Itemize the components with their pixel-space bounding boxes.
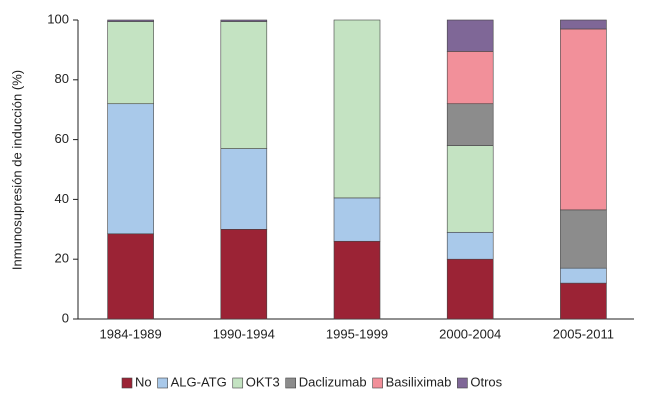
bar-segment (446, 51, 494, 105)
legend-swatch (285, 377, 297, 389)
legend-swatch (121, 377, 133, 389)
bar-segment (446, 145, 494, 233)
bar-segment (333, 240, 381, 320)
y-tick-label: 0 (62, 310, 69, 325)
y-tick-label: 40 (55, 191, 69, 206)
legend-label: Daclizumab (299, 374, 367, 389)
bar-segment (560, 209, 607, 269)
bar-segment (560, 19, 607, 30)
x-tick-label: 2005-2011 (553, 326, 614, 341)
bar-segment (107, 233, 154, 320)
bar-segment (560, 28, 607, 211)
bar-segment (220, 21, 268, 149)
bar-segment (446, 19, 494, 52)
bar-segment (107, 19, 154, 22)
y-tick-label: 20 (55, 251, 69, 266)
bar-segment (446, 103, 494, 146)
bar-segment (560, 282, 607, 320)
x-tick-label: 1995-1999 (326, 326, 388, 341)
legend-label: Basiliximab (386, 374, 452, 389)
legend-swatch (157, 377, 168, 389)
x-tick-label: 1990-1994 (213, 326, 275, 341)
y-tick-label: 100 (47, 11, 69, 26)
legend-label: OKT3 (246, 374, 280, 389)
x-tick-label: 2000-2004 (439, 326, 501, 341)
y-tick-label: 80 (55, 71, 69, 86)
bar-segment (446, 258, 494, 320)
bar-segment (446, 231, 494, 260)
bar-segment (220, 19, 268, 22)
bar-segment (107, 103, 154, 235)
bar-segment (560, 267, 607, 284)
legend-swatch (232, 377, 244, 389)
legend-swatch (372, 377, 383, 389)
y-axis-label: Inmunosupresión de inducción (%) (9, 70, 24, 270)
legend-label: Otros (470, 374, 502, 389)
bar-segment (220, 229, 268, 320)
bar-segment (333, 19, 381, 199)
y-tick-label: 60 (55, 131, 69, 146)
legend-label: ALG-ATG (171, 374, 227, 389)
legend-label: No (135, 374, 152, 389)
x-tick-label: 1984-1989 (100, 326, 162, 341)
bar-segment (107, 21, 154, 105)
bar-segment (333, 197, 381, 242)
legend-swatch (457, 377, 468, 389)
bar-segment (220, 148, 268, 230)
